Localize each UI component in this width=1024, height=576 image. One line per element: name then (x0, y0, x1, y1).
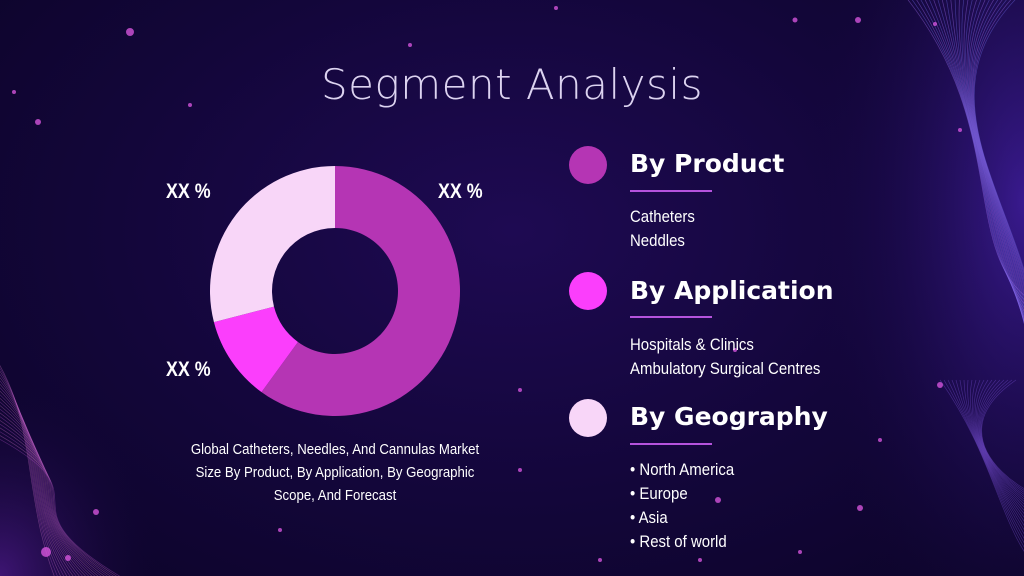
segment-divider-geography (630, 443, 712, 445)
list-item: Catheters (630, 207, 695, 226)
segment-heading-product: By Product (630, 149, 785, 178)
donut-chart (210, 166, 460, 416)
donut-slice-geography (210, 166, 335, 323)
donut-slice-application (213, 306, 298, 393)
product-bullet-dot (569, 146, 607, 184)
slice-label-product: XX % (438, 180, 483, 203)
list-item: • Europe (630, 484, 688, 503)
segment-list-product: Catheters Neddles (630, 205, 695, 253)
segment-divider-product (630, 190, 712, 192)
list-item: Ambulatory Surgical Centres (630, 359, 821, 378)
slide-title: Segment Analysis (321, 60, 703, 109)
segment-list-application: Hospitals & Clinics Ambulatory Surgical … (630, 333, 820, 381)
application-bullet-dot (569, 272, 607, 310)
slice-label-application: XX % (166, 358, 211, 381)
segment-list-geography: • North America • Europe • Asia • Rest o… (630, 458, 734, 554)
geography-bullet-dot (569, 399, 607, 437)
segment-divider-application (630, 316, 712, 318)
chart-caption: Global Catheters, Needles, And Cannulas … (190, 441, 480, 504)
segment-heading-application: By Application (630, 276, 834, 305)
segment-heading-geography: By Geography (630, 402, 828, 431)
list-item: • Asia (630, 508, 668, 527)
donut-slice-product (261, 166, 460, 416)
list-item: • North America (630, 460, 735, 479)
list-item: Neddles (630, 231, 685, 250)
list-item: Hospitals & Clinics (630, 335, 754, 354)
list-item: • Rest of world (630, 532, 727, 551)
slice-label-geography: XX % (166, 180, 211, 203)
